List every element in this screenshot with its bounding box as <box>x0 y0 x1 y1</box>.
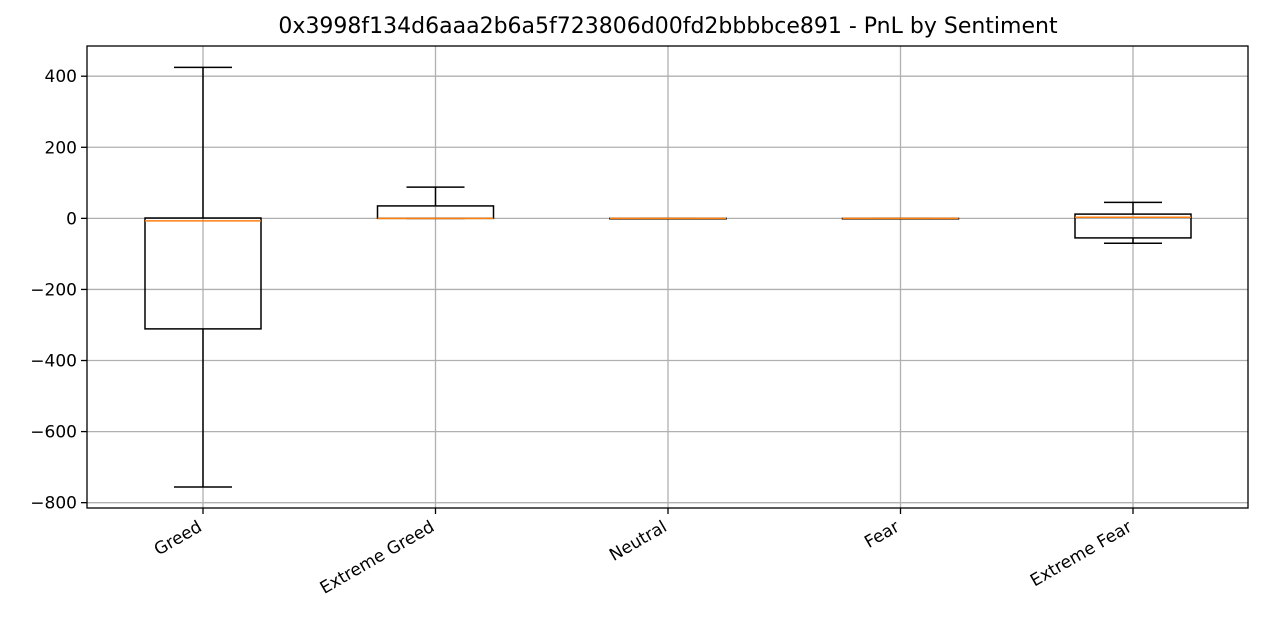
y-axis: 400 200 0 −200 −400 −600 −800 <box>30 67 87 514</box>
box-greed <box>144 66 262 488</box>
y-tick-label: −800 <box>30 494 77 514</box>
iqr-box <box>1074 213 1192 239</box>
box-extreme-greed <box>376 186 495 220</box>
y-tick-label: 400 <box>45 67 77 87</box>
y-tick-label: −600 <box>30 423 77 443</box>
y-tick-label: 0 <box>66 209 77 229</box>
chart-title: 0x3998f134d6aaa2b6a5f723806d00fd2bbbbce8… <box>278 14 1058 39</box>
y-tick-label: −400 <box>30 352 77 372</box>
box-fear <box>841 217 960 220</box>
y-tick-label: 200 <box>45 138 77 158</box>
boxes <box>144 66 1192 488</box>
y-tick-label: −200 <box>30 280 77 300</box>
box-extreme-fear <box>1074 201 1192 244</box>
iqr-box <box>144 217 262 330</box>
box-neutral <box>609 217 727 220</box>
